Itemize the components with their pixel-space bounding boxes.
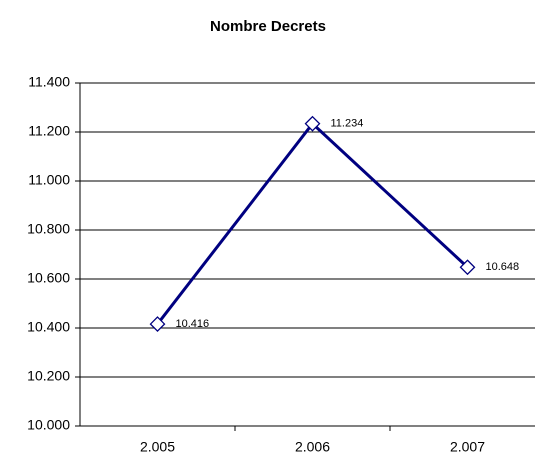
y-tick-label: 10.800 — [27, 221, 70, 237]
value-label: 11.234 — [331, 118, 364, 130]
y-tick-label: 10.600 — [27, 270, 70, 286]
value-label: 10.416 — [176, 318, 210, 330]
y-tick-label: 11.400 — [28, 74, 70, 90]
line — [156, 121, 469, 325]
x-tick-label: 2.005 — [140, 439, 175, 455]
y-tick-label: 10.400 — [27, 319, 70, 335]
y-tick-label: 10.200 — [27, 368, 70, 384]
value-label: 10.648 — [486, 261, 520, 273]
chart-title: Nombre Decrets — [210, 18, 326, 35]
marker — [304, 115, 321, 132]
y-tick-label: 11.200 — [28, 123, 70, 139]
x-tick-label: 2.006 — [295, 439, 330, 455]
marker — [459, 259, 476, 276]
marker — [149, 316, 166, 332]
y-tick-label: 11.000 — [28, 172, 70, 188]
y-tick-label: 10.000 — [27, 417, 70, 433]
x-tick-label: 2.007 — [450, 439, 485, 455]
